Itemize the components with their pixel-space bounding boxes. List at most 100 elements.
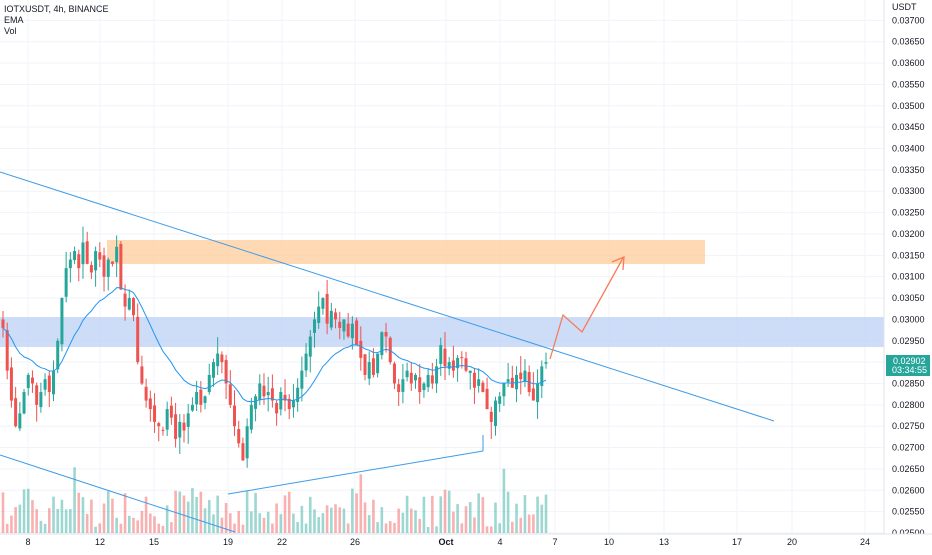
volume-bar [456,504,459,533]
volume-bar [410,508,413,533]
volume-bar [435,526,438,533]
projection-arrow[interactable] [549,257,624,360]
price-tick-label: 0.03400 [892,144,925,154]
volume-bar [540,504,544,533]
price-tick-label: 0.03000 [892,314,925,324]
time-tick-label: 17 [732,537,742,547]
supply-zone[interactable] [107,240,705,264]
candle-body [270,388,274,401]
volume-bar [321,513,325,533]
candle-body [355,320,359,346]
candle-body [216,353,220,367]
volume-bar [481,497,485,533]
volume-bar [287,491,291,533]
candle-body [456,357,460,369]
candle-body [481,382,485,393]
price-tick-label: 0.03550 [892,79,925,89]
volume-bar [1,492,5,533]
time-axis[interactable]: 8 12 15 19 22 26 Oct 4 7 10 13 17 20 24 [0,533,932,550]
volume-bar [313,509,316,533]
price-tick-label: 0.02800 [892,400,925,410]
descending-trendline[interactable] [0,171,775,422]
demand-zone[interactable] [0,317,884,347]
volume-bar [367,515,371,533]
volume-bar [464,506,468,533]
candle-body [94,251,98,271]
candle-body [422,383,426,391]
candle-body [401,379,405,392]
price-tick-label: 0.02600 [892,485,925,495]
candle-body [211,362,215,378]
volume-bar [241,524,245,533]
volume-bar [216,495,219,533]
volume-bar [233,523,236,533]
candle-body [165,409,169,430]
candle-body [207,374,211,393]
rising-trendline[interactable] [227,450,484,495]
price-tick-label: 0.03600 [892,58,925,68]
candle-body [39,392,43,408]
volume-bar [515,503,518,533]
volume-bar [115,517,118,533]
axis-currency: USDT [892,2,917,12]
candle-body [98,252,102,260]
volume-bar [203,508,207,533]
volume-bar [212,514,215,533]
volume-bar [85,514,89,533]
volume-bar [170,522,173,533]
volume-bar [39,520,43,533]
candle-body [287,398,291,410]
volume-bar [229,513,232,533]
candle-body [447,362,451,369]
candle-body [136,316,140,363]
candle-body [26,374,30,389]
price-axis[interactable]: USDT 0.03700 0.03650 0.03600 0.03550 0.03500… [883,0,932,550]
price-tick-label: 0.03700 [892,15,925,25]
candle-body [426,374,430,388]
volume-bar [443,489,447,533]
candle-body [409,372,413,384]
volume-bar [452,511,455,533]
candle-body [190,404,194,411]
volume-bar [26,488,30,533]
volume-bar [149,513,152,533]
volume-bar [73,467,76,533]
volume-bar [220,517,224,533]
ema-indicator-label[interactable]: EMA [4,15,24,25]
candle-body [439,345,443,364]
volume-bar [485,526,489,533]
candle-body [544,362,548,364]
volume-bar [380,507,384,533]
price-tick-label: 0.02850 [892,378,925,388]
volume-bar [431,495,434,533]
candle-body [68,259,72,269]
candle-body [464,358,468,371]
volume-bar [473,517,476,533]
volume-bar [292,513,295,533]
candle-body [22,392,26,414]
volume-bar [393,522,396,533]
candle-body [5,330,9,371]
vol-indicator-label[interactable]: Vol [4,26,17,36]
volume-bar [14,507,17,533]
price-tick-label: 0.02650 [892,464,925,474]
candle-body [405,370,409,378]
lower-channel-line[interactable] [0,454,236,533]
volume-bar [506,491,510,533]
candle-body [81,242,85,265]
candle-body [258,383,262,401]
volume-bar [359,474,363,533]
volume-bar [334,504,337,533]
volume-bar [144,496,148,533]
volume-bar [18,504,22,533]
symbol-title[interactable]: IOTXUSDT, 4h, BINANCE [4,4,109,14]
candle-body [127,298,131,310]
candle-body [384,331,388,337]
candle-body [203,396,207,403]
price-tick-label: 0.02700 [892,443,925,453]
candle-body [233,405,237,427]
time-tick-label: 7 [552,537,557,547]
volume-bar [338,507,342,533]
volume-bar [182,495,186,533]
